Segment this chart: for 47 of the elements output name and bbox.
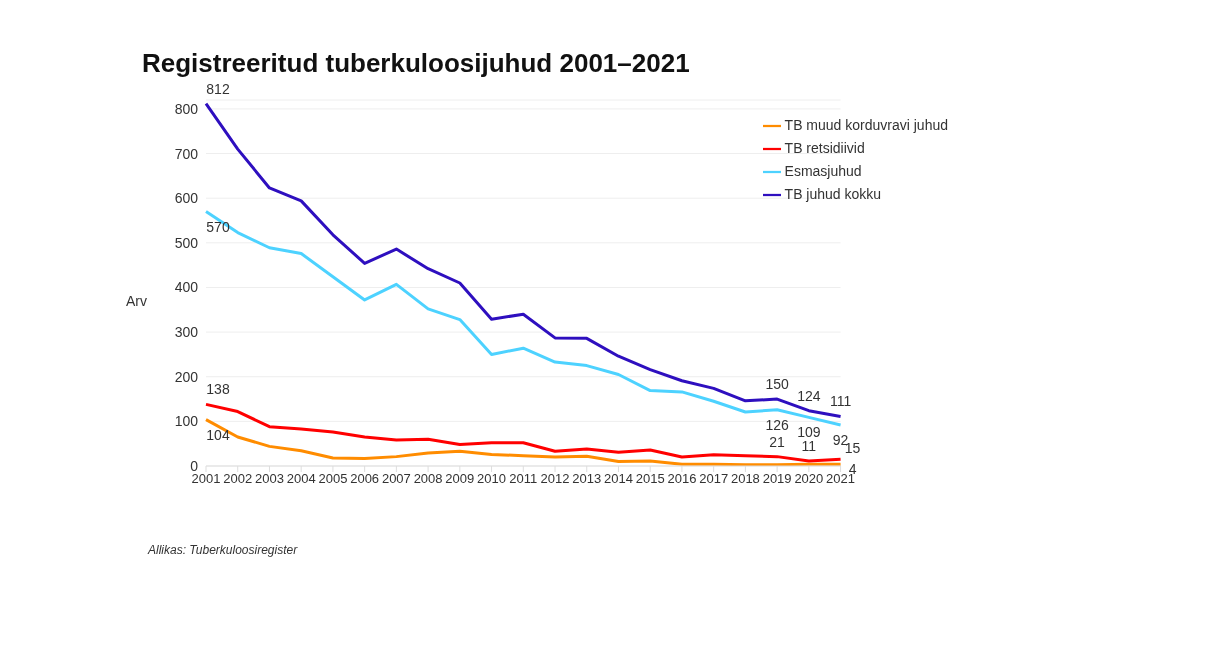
x-tick-label: 2008 — [413, 471, 443, 487]
y-tick-label: 400 — [174, 279, 199, 296]
x-tick-label: 2012 — [540, 471, 570, 487]
y-tick-label: 500 — [174, 234, 199, 251]
x-tick-label: 2004 — [286, 471, 316, 487]
data-label: 150 — [765, 376, 790, 393]
x-tick-label: 2015 — [635, 471, 665, 487]
x-tick-label: 2020 — [794, 471, 824, 487]
data-label: 111 — [829, 393, 852, 410]
x-tick-label: 2001 — [191, 471, 221, 487]
x-tick-label: 2018 — [730, 471, 760, 487]
data-label: 126 — [765, 416, 790, 433]
legend-label: TB juhud kokku — [784, 186, 882, 202]
legend-label: TB muud korduvravi juhud — [784, 117, 948, 133]
data-label: 812 — [206, 80, 230, 97]
y-tick-label: 100 — [174, 413, 199, 430]
x-tick-label: 2002 — [223, 471, 253, 487]
y-tick-label: 0 — [190, 457, 199, 474]
data-label: 11 — [801, 438, 817, 455]
x-tick-label: 2003 — [255, 471, 284, 487]
x-tick-label: 2017 — [699, 471, 729, 487]
x-tick-label: 2005 — [318, 471, 348, 487]
text: Allikas: Tuberkuloosiregister — [148, 543, 298, 557]
x-tick-label: 2016 — [667, 471, 697, 487]
chart-title: Registreeritud tuberkuloosijuhud 2001–2021 — [142, 48, 690, 79]
x-tick-label: 2011 — [509, 471, 538, 487]
y-axis-title: Arv — [126, 293, 147, 309]
y-tick-label: 600 — [174, 190, 199, 207]
y-tick-label: 200 — [174, 368, 199, 385]
legend-label: TB retsidiivid — [784, 140, 865, 156]
data-label: 109 — [797, 424, 821, 441]
x-tick-label: 2007 — [381, 471, 411, 487]
x-tick-label: 2014 — [604, 471, 633, 487]
data-label: 570 — [206, 218, 230, 235]
x-tick-label: 2013 — [572, 471, 602, 487]
x-tick-label: 2019 — [762, 471, 792, 487]
y-tick-label: 300 — [174, 324, 199, 341]
x-tick-label: 2006 — [350, 471, 380, 487]
data-label: 124 — [797, 387, 821, 404]
x-tick-label: 2010 — [477, 471, 507, 487]
y-tick-label: 700 — [174, 145, 199, 162]
data-label: 21 — [769, 433, 786, 450]
legend-label: Esmasjuhud — [784, 163, 862, 179]
x-tick-label: 2009 — [445, 471, 475, 487]
y-tick-label: 800 — [174, 100, 199, 117]
data-label: 104 — [206, 426, 230, 443]
data-label: 138 — [206, 381, 230, 398]
